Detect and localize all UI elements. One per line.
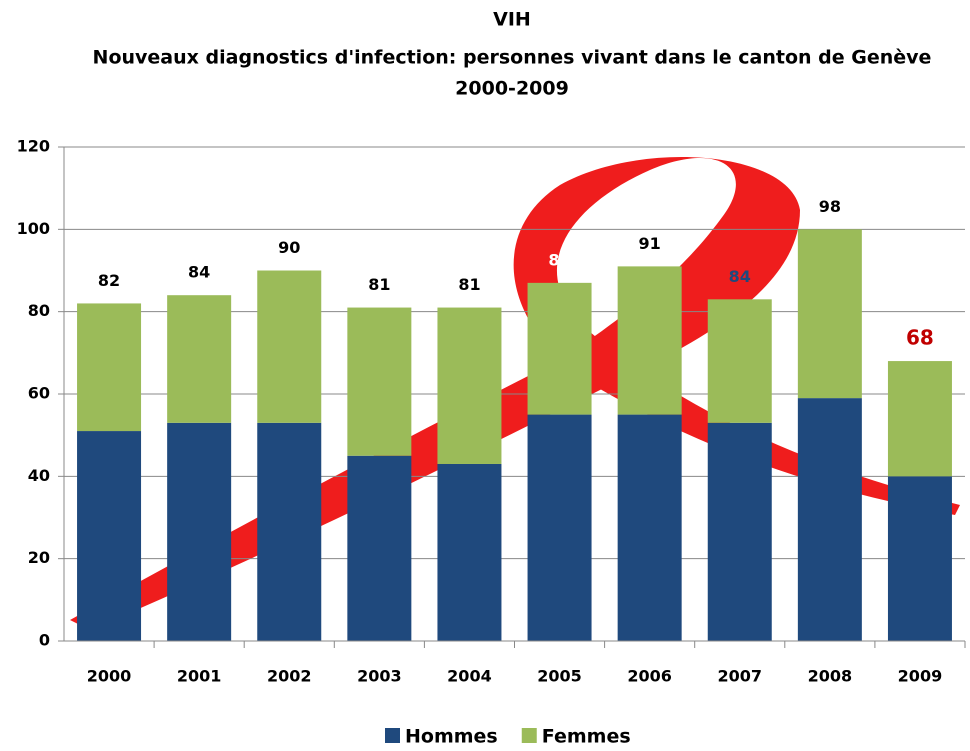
total-label: 90 [278,238,300,257]
bar-segment [347,455,412,641]
total-label: 81 [458,275,480,294]
bar-segment [167,295,232,423]
bar-segment [797,229,862,399]
bar-segment [77,303,142,432]
chart-subtitle: Nouveaux diagnostics d'infection: person… [93,47,932,69]
bar-segment [527,282,592,415]
bar-segment [257,270,322,423]
x-tick-label: 2000 [87,667,132,686]
bar-segment [617,414,682,641]
chart-title: VIH [493,9,531,31]
y-tick-label: 60 [28,384,50,403]
chart-period: 2000-2009 [455,78,569,100]
total-label: 91 [639,234,661,253]
bar-segment [617,266,682,415]
x-tick-label: 2008 [808,667,853,686]
x-tick-label: 2006 [627,667,672,686]
total-label: 87 [548,250,570,269]
bar-segment [167,422,232,641]
total-label: 84 [188,263,210,282]
x-tick-label: 2007 [717,667,762,686]
x-tick-label: 2005 [537,667,582,686]
legend-swatch [521,728,537,743]
legend-swatch [385,728,400,743]
bar-segment [347,307,412,456]
legend-label: Hommes [405,726,498,748]
bar-segment [437,307,502,464]
x-tick-label: 2004 [447,667,492,686]
y-tick-label: 40 [28,466,50,485]
y-tick-label: 120 [17,137,50,156]
bar-segment [77,431,142,641]
x-tick-label: 2009 [898,667,943,686]
bar-segment [257,422,322,641]
bar-segment [797,398,862,641]
total-label: 98 [819,197,841,216]
bar-segment [707,422,772,641]
x-tick-label: 2002 [267,667,312,686]
total-label: 84 [729,267,751,286]
total-label: 68 [906,326,934,350]
y-tick-label: 20 [28,548,50,567]
y-tick-label: 0 [39,631,50,650]
legend-label: Femmes [542,726,631,748]
bar-segment [887,361,952,477]
bar-segment [887,476,952,641]
bar-segment [437,463,502,641]
y-tick-label: 80 [28,301,50,320]
total-label: 82 [98,271,120,290]
bar-segment [527,414,592,641]
y-tick-label: 100 [17,219,50,238]
total-label: 81 [368,275,390,294]
bar-segment [707,299,772,423]
x-tick-label: 2001 [177,667,222,686]
x-tick-label: 2003 [357,667,402,686]
